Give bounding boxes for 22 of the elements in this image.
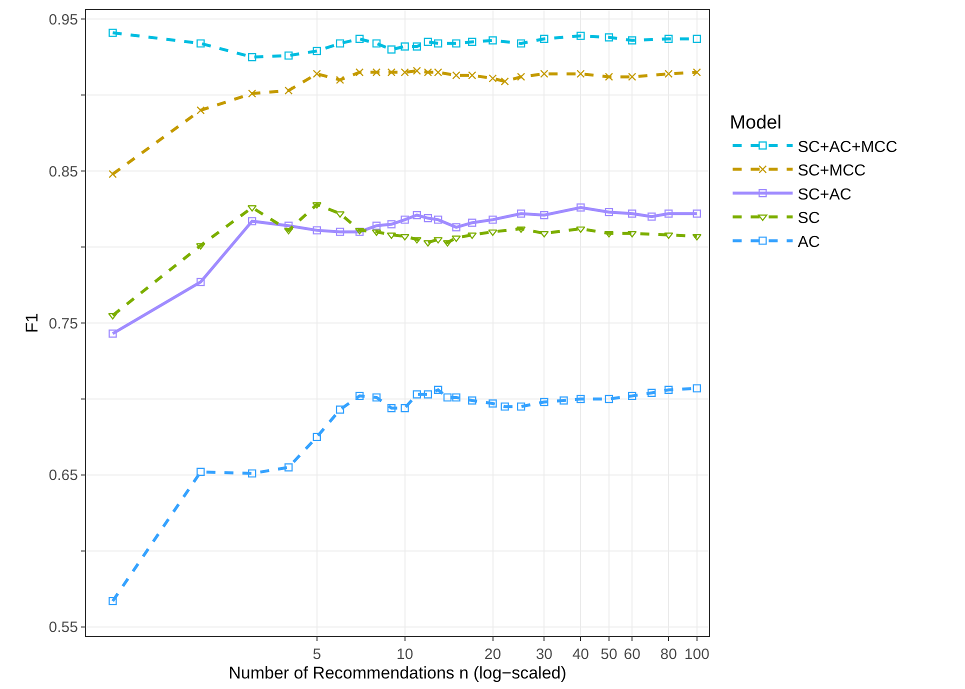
legend-label: SC — [798, 210, 820, 228]
legend-label: AC — [798, 234, 820, 251]
legend-title: Model — [730, 112, 782, 134]
y-tick-label: 0.55 — [48, 619, 78, 636]
legend-label: SC+AC+MCC — [798, 138, 898, 156]
x-tick-label: 100 — [684, 646, 710, 663]
legend-label: SC+MCC — [798, 162, 866, 180]
x-axis-title: Number of Recommendations n (log−scaled) — [228, 663, 566, 682]
y-axis-title: F1 — [22, 313, 42, 333]
y-tick-label: 0.85 — [48, 163, 78, 180]
x-tick-label: 10 — [396, 646, 414, 663]
x-tick-label: 60 — [624, 646, 640, 663]
x-tick-label: 50 — [600, 646, 618, 663]
x-tick-label: 40 — [572, 646, 590, 663]
legend-label: SC+AC — [798, 186, 852, 204]
y-tick-label: 0.95 — [48, 11, 78, 28]
x-tick-label: 80 — [660, 646, 677, 663]
y-tick-label: 0.75 — [48, 315, 78, 332]
x-tick-label: 20 — [484, 646, 502, 663]
x-tick-label: 30 — [536, 646, 553, 663]
x-tick-label: 5 — [312, 646, 322, 663]
y-tick-label: 0.65 — [48, 467, 78, 484]
